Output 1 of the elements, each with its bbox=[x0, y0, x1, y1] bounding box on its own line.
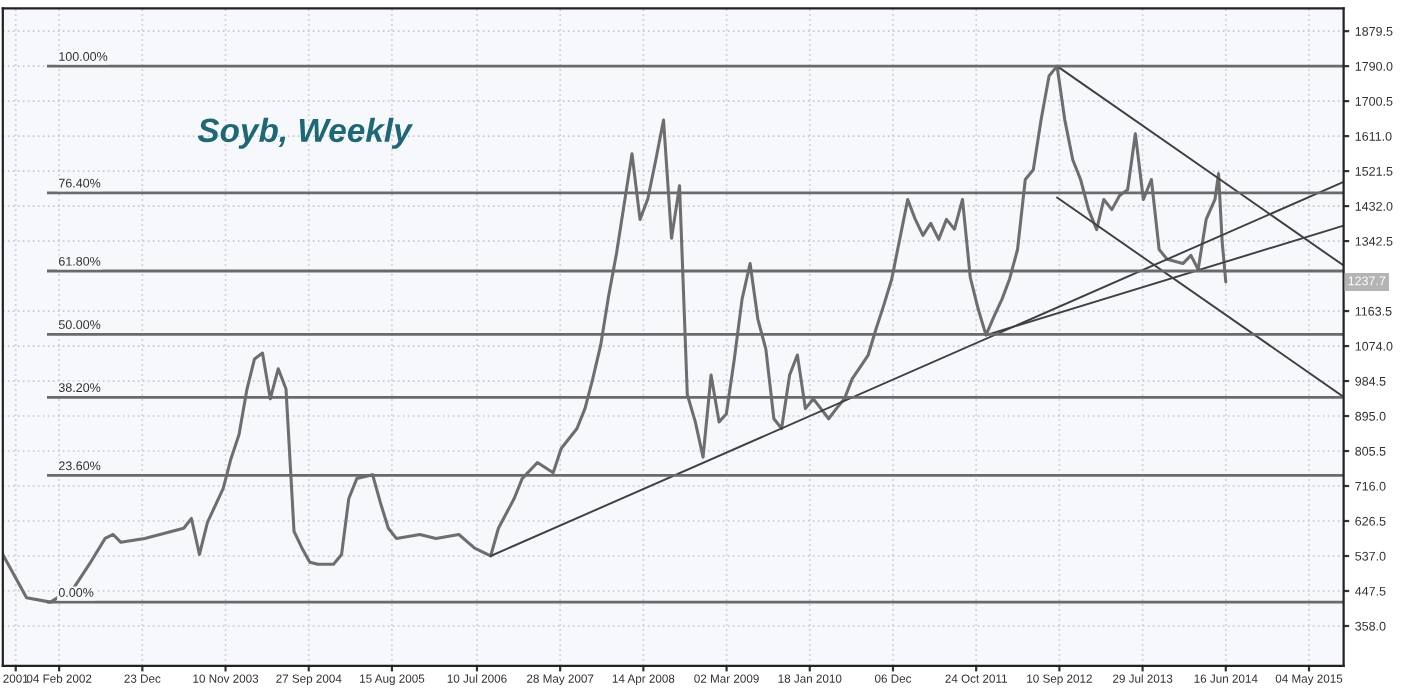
text: Soyb, Weekly bbox=[197, 117, 414, 149]
